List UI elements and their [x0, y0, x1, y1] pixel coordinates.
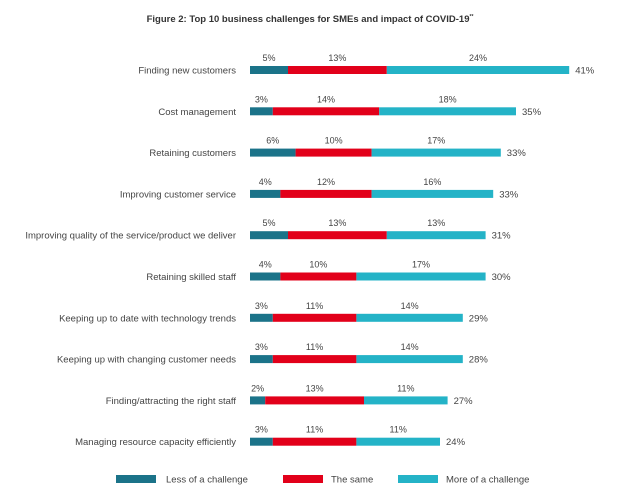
- legend-label: The same: [331, 475, 373, 486]
- bar-segment: [364, 396, 448, 405]
- total-value-label: 35%: [522, 107, 542, 118]
- category-label: Improving customer service: [120, 189, 236, 200]
- total-value-label: 28%: [469, 355, 489, 366]
- bar-segment: [250, 272, 281, 281]
- legend-swatch: [398, 475, 438, 483]
- legend-label: More of a challenge: [446, 475, 529, 486]
- bar-segment: [371, 189, 494, 198]
- bar-segment: [265, 396, 364, 405]
- bar-segment: [356, 313, 463, 322]
- segment-value-label: 4%: [259, 177, 272, 187]
- bar-segment: [379, 107, 516, 116]
- bar-segment: [250, 231, 288, 240]
- segment-value-label: 3%: [255, 94, 268, 104]
- bar-segment: [272, 313, 357, 322]
- total-value-label: 33%: [499, 189, 519, 200]
- bar-segment: [250, 189, 281, 198]
- segment-value-label: 5%: [262, 53, 275, 63]
- bar-segment: [250, 107, 273, 116]
- total-value-label: 30%: [492, 272, 512, 283]
- segment-value-label: 6%: [266, 136, 279, 146]
- category-label: Retaining skilled staff: [146, 272, 236, 283]
- segment-value-label: 11%: [306, 301, 323, 311]
- category-label: Keeping up with changing customer needs: [57, 355, 236, 366]
- bar-segment: [280, 189, 372, 198]
- legend: Less of a challenge The same More of a cha…: [116, 475, 529, 486]
- segment-value-label: 13%: [328, 53, 346, 63]
- bar-segment: [295, 148, 372, 157]
- bar-segment: [371, 148, 501, 157]
- total-value-label: 41%: [575, 66, 595, 77]
- bar-segment: [386, 231, 486, 240]
- chart-title: Figure 2: Top 10 business challenges for…: [147, 14, 474, 25]
- total-value-label: 24%: [446, 437, 466, 448]
- segment-value-label: 13%: [427, 218, 445, 228]
- total-value-label: 29%: [469, 313, 489, 324]
- chart-rows: Finding new customers 5% 13% 24% 41% Cost man…: [25, 53, 594, 448]
- segment-value-label: 11%: [306, 425, 323, 435]
- chart-title-main: Figure 2: Top 10 business challenges for…: [147, 14, 470, 25]
- segment-value-label: 11%: [397, 383, 414, 393]
- segment-value-label: 11%: [306, 342, 323, 352]
- segment-value-label: 11%: [390, 425, 407, 435]
- category-label: Finding/attracting the right staff: [106, 396, 237, 407]
- category-label: Retaining customers: [149, 148, 236, 159]
- bar-segment: [272, 355, 357, 364]
- segment-value-label: 17%: [412, 260, 430, 270]
- category-label: Keeping up to date with technology trend…: [59, 313, 236, 324]
- segment-value-label: 14%: [401, 301, 419, 311]
- bar-segment: [272, 107, 380, 116]
- segment-value-label: 14%: [317, 94, 335, 104]
- category-label: Cost management: [158, 107, 236, 118]
- bar-segment: [250, 148, 296, 157]
- total-value-label: 33%: [507, 148, 527, 159]
- bar-segment: [356, 272, 486, 281]
- segment-value-label: 17%: [427, 136, 445, 146]
- bar-segment: [250, 313, 273, 322]
- segment-value-label: 10%: [309, 260, 327, 270]
- bar-segment: [356, 437, 440, 446]
- segment-value-label: 14%: [401, 342, 419, 352]
- bar-segment: [288, 231, 387, 240]
- bar-segment: [386, 66, 570, 74]
- bar-segment: [250, 355, 273, 364]
- legend-label: Less of a challenge: [166, 475, 248, 486]
- total-value-label: 27%: [454, 396, 474, 407]
- segment-value-label: 2%: [251, 383, 264, 393]
- bar-segment: [288, 66, 387, 74]
- bar-segment: [280, 272, 357, 281]
- legend-swatch: [116, 475, 156, 483]
- segment-value-label: 13%: [306, 383, 324, 393]
- bar-segment: [250, 66, 288, 74]
- total-value-label: 31%: [492, 231, 512, 242]
- bar-segment: [250, 437, 273, 446]
- segment-value-label: 3%: [255, 425, 268, 435]
- segment-value-label: 3%: [255, 301, 268, 311]
- segment-value-label: 18%: [439, 94, 457, 104]
- bar-segment: [272, 437, 357, 446]
- segment-value-label: 10%: [325, 136, 343, 146]
- segment-value-label: 3%: [255, 342, 268, 352]
- segment-value-label: 24%: [469, 53, 487, 63]
- category-label: Managing resource capacity efficiently: [75, 437, 236, 448]
- legend-swatch: [283, 475, 323, 483]
- segment-value-label: 16%: [423, 177, 441, 187]
- segment-value-label: 13%: [328, 218, 346, 228]
- bar-segment: [250, 396, 266, 405]
- segment-value-label: 12%: [317, 177, 335, 187]
- bar-segment: [356, 355, 463, 364]
- chart-title-superscript: **: [470, 14, 474, 20]
- segment-value-label: 4%: [259, 260, 272, 270]
- category-label: Finding new customers: [138, 66, 236, 77]
- category-label: Improving quality of the service/product…: [25, 231, 236, 242]
- segment-value-label: 5%: [262, 218, 275, 228]
